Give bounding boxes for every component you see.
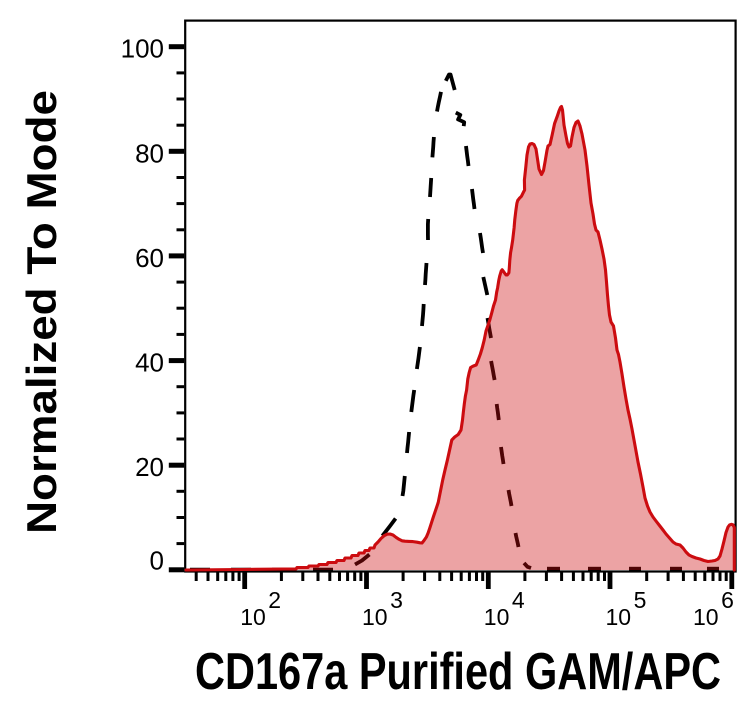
svg-text:CD167a Purified GAM/APC: CD167a Purified GAM/APC bbox=[195, 643, 721, 701]
svg-text:40: 40 bbox=[135, 348, 164, 378]
svg-text:Normalized To Mode: Normalized To Mode bbox=[18, 90, 65, 534]
svg-text:20: 20 bbox=[135, 452, 164, 482]
svg-text:60: 60 bbox=[135, 243, 164, 273]
svg-text:100: 100 bbox=[121, 34, 164, 64]
svg-text:80: 80 bbox=[135, 138, 164, 168]
svg-text:0: 0 bbox=[150, 546, 164, 576]
